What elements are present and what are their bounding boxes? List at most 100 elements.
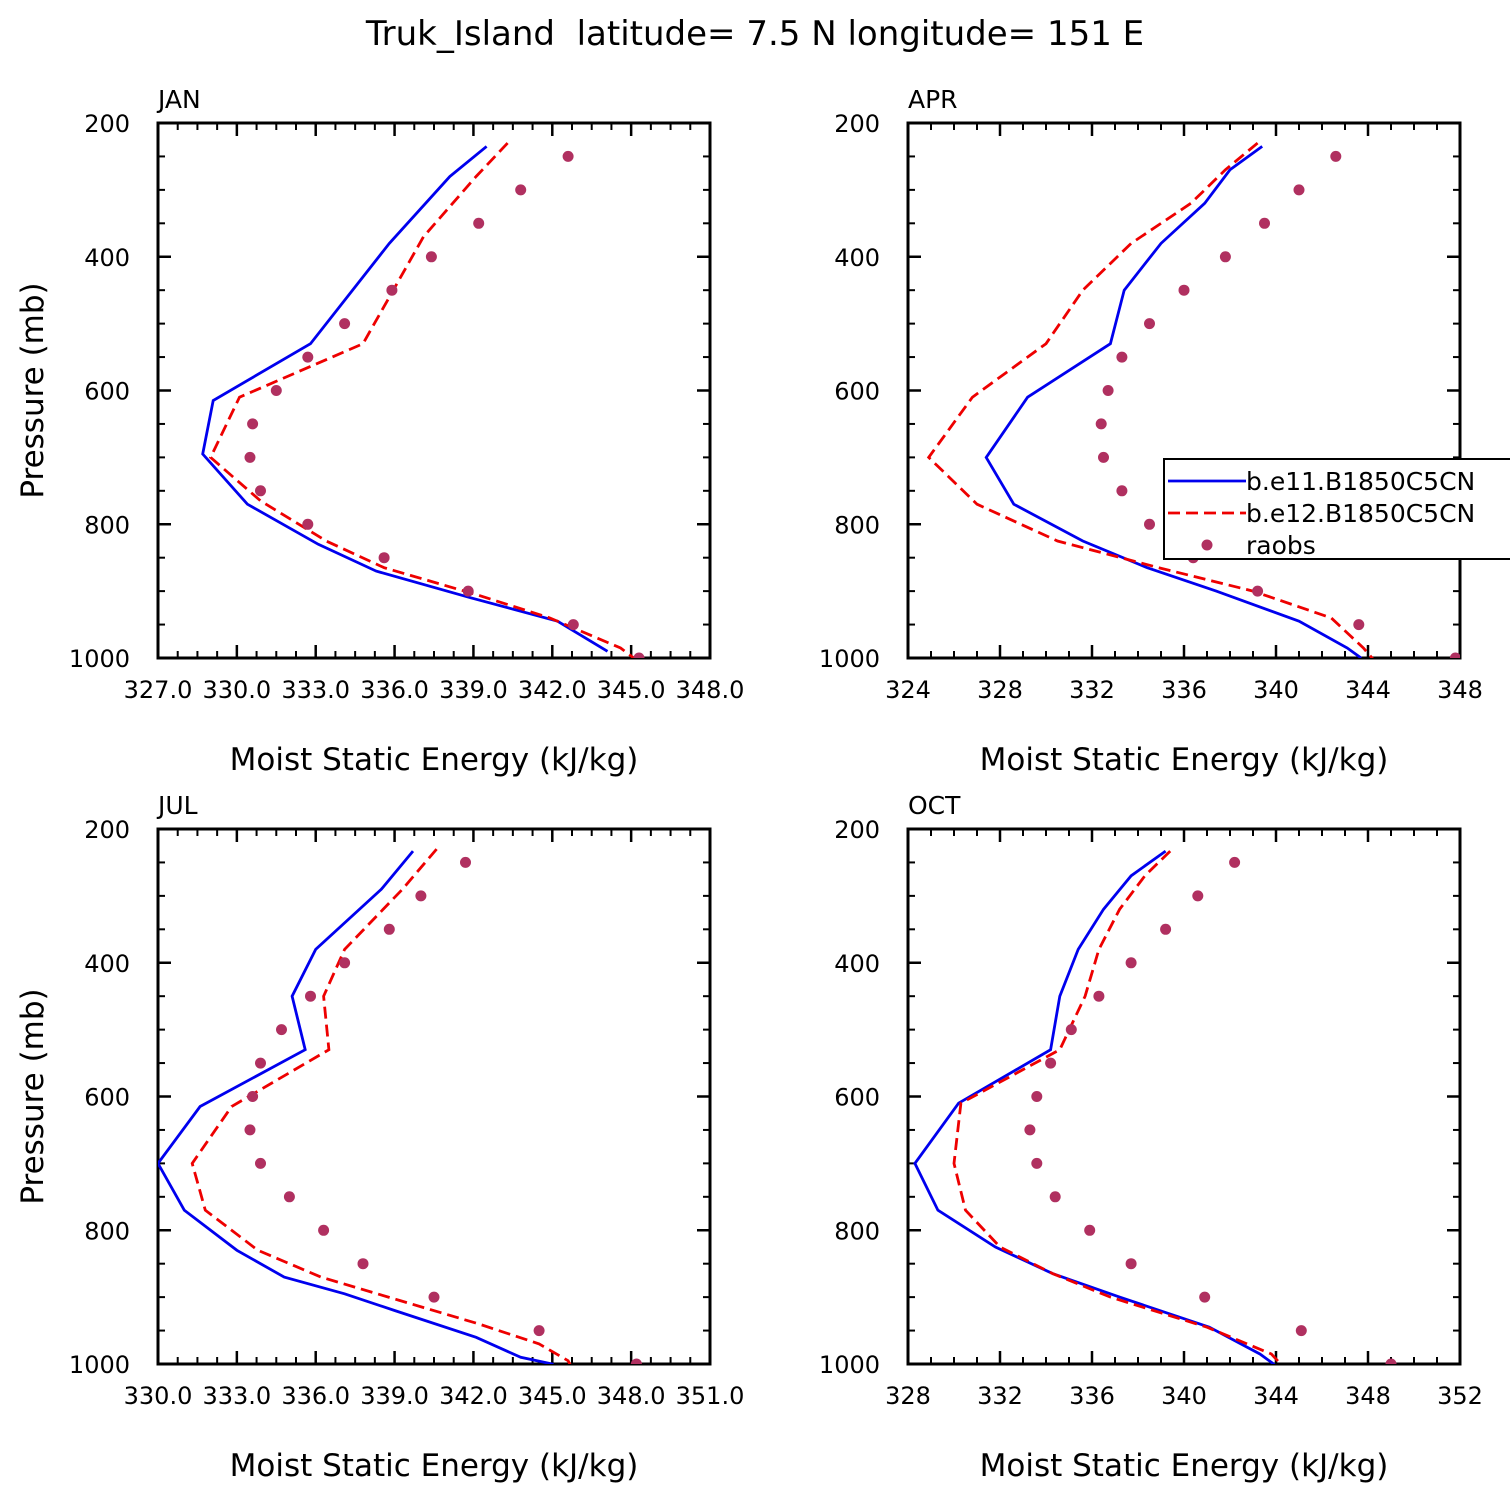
x-tick-label-jul: 333.0 [202,1382,271,1410]
x-tick-label-jan: 345.0 [597,676,666,704]
raobs-point-apr [1178,284,1190,296]
raobs-point-apr [1116,351,1128,363]
raobs-point-jan [473,217,485,229]
y-tick-label-apr: 400 [834,244,880,272]
raobs-point-apr [1098,451,1109,463]
series-line-b-e11-oct [913,849,1276,1364]
raobs-point-jul [318,1224,330,1236]
raobs-point-jul [383,923,395,935]
x-tick-label-apr: 328 [977,676,1023,704]
panels: JAN 327.0 330.0 333.0 336.0 339.0 342.0 345.0 34… [15,85,1483,1484]
x-tick-label-oct: 340 [1161,1382,1207,1410]
raobs-point-apr [1116,485,1128,497]
raobs-point-oct [1031,1157,1043,1169]
y-tick-label-apr: 200 [834,110,880,138]
raobs-point-jan [255,485,266,497]
raobs-point-oct [1084,1224,1096,1236]
plot-area-jul [158,848,642,1364]
raobs-point-jul [415,890,427,902]
x-tick-label-jul: 348.0 [597,1382,666,1410]
raobs-point-jul [339,957,351,969]
raobs-point-jan [633,652,645,658]
x-tick-label-apr: 344 [1345,676,1391,704]
raobs-point-jul [255,1057,266,1069]
raobs-point-jan [567,619,579,631]
raobs-point-jan [244,451,256,463]
panel-jul: JUL 330.0 333.0 336.0 339.0 342.0 345.0 348.0 35… [15,791,744,1484]
raobs-point-jul [283,1191,295,1203]
panel-label-apr: APR [908,85,958,114]
y-tick-label-oct: 400 [834,950,880,978]
x-tick-label-jul: 342.0 [439,1382,508,1410]
raobs-point-jul [247,1091,259,1102]
raobs-point-oct [1045,1057,1057,1069]
raobs-point-jan [302,518,314,530]
raobs-point-apr [1449,652,1460,658]
y-tick-label-apr: 800 [834,511,880,539]
x-tick-label-oct: 332 [977,1382,1023,1410]
raobs-point-oct [1031,1091,1043,1102]
raobs-point-jul [305,990,316,1002]
raobs-point-oct [1160,923,1172,935]
plot-frame-jul [156,827,712,1366]
x-tick-label-apr: 340 [1253,676,1299,704]
raobs-point-jul [630,1358,642,1364]
raobs-point-jul [255,1157,266,1169]
raobs-point-jan [302,351,314,363]
figure-title: Truk_Island latitude= 7.5 N longitude= 1… [365,14,1144,54]
x-axis-label-apr: Moist Static Energy (kJ/kg) [980,742,1389,778]
x-tick-label-apr: 348 [1437,676,1483,704]
panel-apr: APR 324 328 332 336 340 344 348 200 400 600 800 1000… [819,85,1483,778]
raobs-point-oct [1229,856,1241,868]
raobs-point-jul [428,1291,440,1303]
y-tick-label-oct: 600 [834,1084,880,1112]
y-tick-label-oct: 1000 [819,1351,880,1379]
y-tick-label-oct: 800 [834,1217,880,1245]
series-line-b-e12-oct [952,850,1283,1364]
series-line-b-e11-jul [158,850,555,1364]
raobs-point-jul [357,1258,369,1270]
raobs-point-apr [1252,585,1264,597]
raobs-point-jul [276,1024,287,1036]
x-tick-label-jan: 333.0 [281,676,350,704]
y-tick-label-jan: 1000 [69,645,130,673]
raobs-point-jan [562,150,574,162]
series-line-b-e12-jan [208,142,635,658]
y-tick-label-jul: 600 [84,1084,130,1112]
x-tick-label-jul: 351.0 [676,1382,745,1410]
y-tick-label-jan: 200 [84,110,130,138]
x-tick-label-apr: 332 [1069,676,1115,704]
plot-area-apr [926,142,1460,658]
raobs-point-oct [1199,1291,1211,1303]
raobs-point-apr [1102,385,1114,396]
raobs-point-jan [247,418,259,430]
panel-label-jan: JAN [156,85,201,114]
legend-label: raobs [1246,531,1316,560]
x-tick-label-jul: 330.0 [124,1382,193,1410]
raobs-point-apr [1259,217,1270,229]
plot-area-oct [913,849,1397,1364]
x-tick-label-oct: 328 [885,1382,931,1410]
raobs-point-apr [1330,150,1342,162]
x-tick-label-jul: 339.0 [360,1382,429,1410]
legend-marker-raobs [1201,539,1213,551]
legend-label: b.e11.B1850C5CN [1246,467,1475,496]
series-line-b-e11-jan [201,145,609,653]
raobs-point-apr [1144,318,1155,330]
raobs-point-apr [1219,251,1231,263]
raobs-point-oct [1093,990,1105,1002]
x-tick-label-oct: 344 [1253,1382,1299,1410]
x-tick-label-jan: 339.0 [439,676,508,704]
y-tick-label-jan: 800 [84,511,130,539]
raobs-point-jan [386,284,398,296]
raobs-point-oct [1125,1258,1137,1270]
y-tick-label-jul: 400 [84,950,130,978]
x-tick-label-jan: 327.0 [124,676,193,704]
y-axis-label-jan: Pressure (mb) [15,282,51,498]
series-line-b-e12-apr [926,142,1374,658]
raobs-point-jan [515,184,527,196]
plot-frame-oct [906,827,1462,1366]
x-tick-label-oct: 352 [1437,1382,1483,1410]
raobs-point-oct [1192,890,1204,902]
